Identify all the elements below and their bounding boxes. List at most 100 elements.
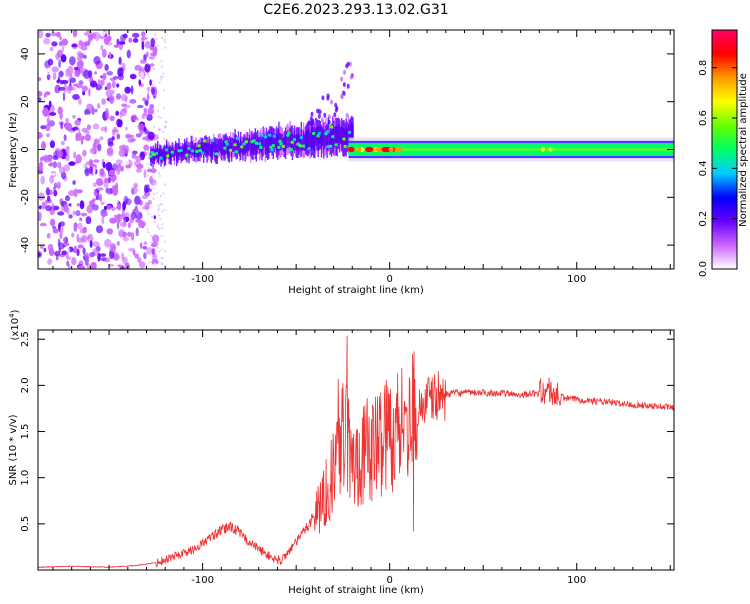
heatmap-cell (52, 161, 58, 169)
heatmap-cell (134, 253, 139, 259)
heatmap-cell (112, 163, 118, 171)
heatmap-cell (60, 54, 67, 63)
heatmap-cell (160, 262, 163, 265)
heatmap-cell (59, 36, 62, 41)
heatmap-cell (340, 94, 344, 100)
heatmap-cell (301, 135, 304, 151)
heatmap-cell (153, 46, 158, 54)
heatmap-cell (111, 80, 116, 89)
heatmap-cell (146, 228, 149, 231)
heatmap-cell (111, 176, 116, 183)
heatmap-cell (252, 139, 254, 155)
heatmap-cell (74, 69, 81, 78)
heatmap-cell (68, 214, 73, 219)
heatmap-cell (121, 103, 128, 107)
heatmap-cell (115, 93, 122, 100)
heatmap-cell (164, 46, 167, 49)
heatmap-cell (115, 227, 119, 236)
heatmap-cell (158, 81, 161, 84)
heatmap-cell (93, 182, 97, 187)
heatmap-cell (51, 66, 59, 73)
heatmap-cell (107, 188, 111, 196)
heatmap-cell (45, 32, 51, 38)
heatmap-cell (150, 168, 157, 174)
heatmap-cell (208, 140, 210, 152)
heatmap-cell (158, 207, 161, 210)
heatmap-cell (113, 44, 120, 48)
chart-title: C2E6.2023.293.13.02.G31 (263, 2, 448, 18)
heatmap-cell (149, 175, 154, 184)
heatmap-cell (103, 179, 109, 189)
heatmap-cell (78, 39, 83, 49)
heatmap-cell (288, 132, 290, 148)
colorbar-ticks: 0.0 0.2 0.4 0.6 0.8 (698, 60, 737, 277)
heatmap-cell (150, 241, 153, 244)
heatmap-cell (541, 147, 546, 152)
heatmap-cell (142, 97, 147, 102)
heatmap-cell (105, 204, 112, 211)
heatmap-cell (129, 99, 137, 104)
heatmap-cell (135, 155, 142, 162)
heatmap-cell (80, 82, 83, 89)
heatmap-cell (153, 254, 156, 257)
heatmap-cell (58, 59, 61, 68)
heatmap-cell (395, 146, 403, 153)
heatmap-cell (152, 187, 155, 190)
heatmap-cell (48, 100, 52, 108)
heatmap-cell (45, 205, 52, 212)
heatmap-cell (93, 151, 97, 155)
heatmap-cell (115, 159, 123, 165)
heatmap-cell (307, 129, 309, 149)
heatmap-cell (65, 68, 70, 78)
heatmap-cell (343, 69, 346, 75)
heatmap-cell (237, 136, 240, 149)
heatmap-cell (89, 228, 96, 233)
heatmap-cell (61, 44, 65, 53)
heatmap-cell (101, 98, 106, 105)
heatmap-cell (158, 250, 161, 253)
heatmap-cell (113, 209, 119, 216)
heatmap-cell (165, 120, 168, 123)
heatmap-cell (154, 147, 157, 157)
heatmap-cell (111, 185, 118, 191)
snr-xtick-label: 0 (386, 575, 392, 586)
heatmap-cell (163, 89, 166, 92)
spectrogram-ytick-label: 0 (20, 146, 31, 152)
heatmap-cell (160, 203, 163, 206)
heatmap-cell (159, 203, 162, 206)
heatmap-cell (97, 252, 101, 262)
heatmap-cell (147, 131, 155, 140)
heatmap-cell (159, 116, 162, 119)
heatmap-cell (310, 111, 314, 117)
heatmap-cell (130, 85, 134, 95)
heatmap-cell (121, 62, 126, 68)
heatmap-cell (146, 174, 149, 177)
heatmap-cell (338, 126, 341, 145)
heatmap-cell (160, 235, 163, 238)
heatmap-cell (115, 110, 119, 116)
heatmap-cell (325, 125, 327, 147)
heatmap-cell (137, 257, 142, 263)
heatmap-cell (91, 33, 97, 39)
heatmap-cell (51, 202, 55, 212)
heatmap-cell (102, 161, 106, 169)
heatmap-cell (157, 145, 159, 158)
heatmap-cell (89, 240, 93, 248)
heatmap-cell (38, 169, 44, 175)
heatmap-cell (94, 213, 100, 220)
heatmap-cell (81, 45, 88, 51)
heatmap-cell (46, 195, 51, 202)
heatmap-cell (333, 112, 337, 118)
heatmap-cell (59, 221, 65, 227)
heatmap-cell (82, 226, 87, 233)
heatmap-cell (56, 31, 61, 38)
heatmap-cell (274, 134, 277, 148)
heatmap-cell (143, 54, 147, 61)
heatmap-cell (343, 144, 348, 148)
heatmap-cell (287, 130, 289, 148)
heatmap-cell (149, 79, 152, 86)
heatmap-cell (340, 76, 344, 82)
heatmap-cell (98, 195, 102, 200)
heatmap-cell (161, 223, 164, 226)
heatmap-cell (278, 139, 283, 144)
